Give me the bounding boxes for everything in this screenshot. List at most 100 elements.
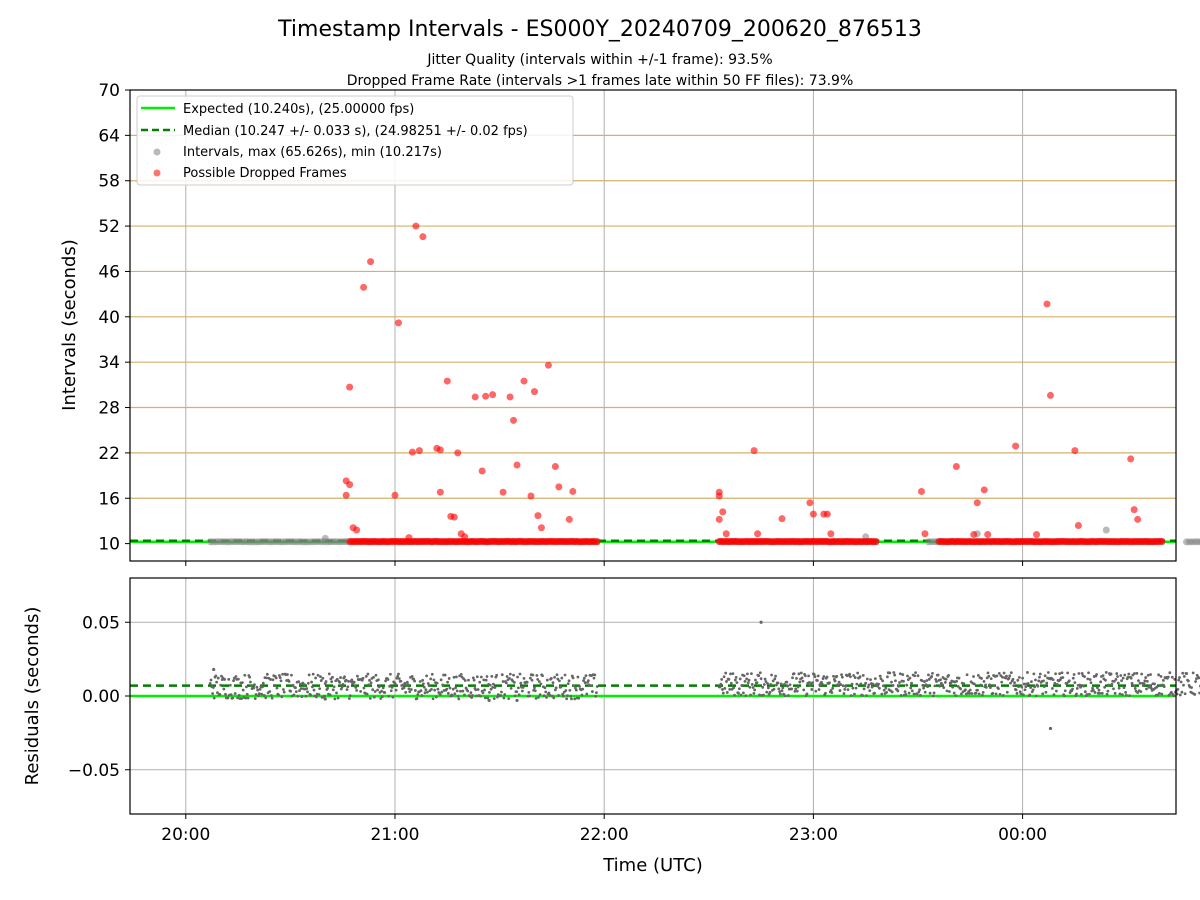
- residual-point: [901, 673, 905, 676]
- residual-point: [491, 685, 495, 689]
- residual-point: [1137, 679, 1140, 683]
- residual-point: [1063, 694, 1066, 698]
- residual-point: [1191, 671, 1195, 675]
- residual-point: [940, 683, 944, 686]
- residual-point: [919, 693, 922, 697]
- residual-point: [1005, 674, 1008, 678]
- residual-point: [1148, 684, 1152, 688]
- residual-point: [240, 697, 243, 700]
- residual-point: [977, 692, 981, 696]
- residual-point: [814, 689, 818, 693]
- residual-point: [898, 672, 902, 676]
- residual-point: [1026, 671, 1029, 674]
- residual-point: [723, 687, 727, 690]
- residual-point: [1101, 674, 1105, 678]
- residual-point: [1107, 683, 1111, 687]
- residual-point: [264, 696, 268, 700]
- dropped-frame-point: [520, 377, 528, 385]
- residual-point: [1054, 672, 1057, 676]
- residual-point: [257, 692, 261, 696]
- residual-point: [253, 683, 256, 687]
- residual-point: [359, 690, 363, 693]
- residual-point: [309, 693, 313, 697]
- residual-point: [856, 671, 860, 675]
- residual-point: [1083, 690, 1087, 694]
- residual-point: [314, 676, 318, 680]
- residual-point: [323, 694, 326, 698]
- legend-intervals-swatch: [153, 148, 161, 156]
- residual-point: [331, 675, 334, 679]
- residual-point: [336, 696, 340, 700]
- residual-point: [979, 683, 983, 687]
- residual-point: [1158, 683, 1162, 687]
- residual-point: [1178, 693, 1182, 697]
- residual-point: [1119, 674, 1123, 677]
- residual-point: [516, 675, 519, 679]
- x-axis-label: Time (UTC): [602, 855, 703, 876]
- residual-point: [527, 691, 531, 694]
- residual-point: [365, 692, 369, 696]
- residual-point: [866, 685, 870, 689]
- residual-point: [1190, 686, 1193, 689]
- residual-point: [1012, 684, 1016, 688]
- residual-point: [331, 688, 335, 692]
- residual-point: [562, 694, 565, 698]
- residual-point: [1051, 678, 1055, 682]
- residual-point: [403, 681, 407, 685]
- residual-point: [1143, 679, 1147, 683]
- top-ytick-label: 10: [98, 535, 120, 555]
- residual-point: [745, 677, 749, 681]
- dropped-frame-point: [809, 510, 817, 518]
- residual-point: [486, 696, 490, 700]
- residual-point: [1129, 676, 1133, 680]
- residual-point: [836, 683, 840, 687]
- residual-point: [576, 675, 580, 679]
- residual-point: [1071, 676, 1075, 680]
- residual-point: [361, 676, 365, 680]
- residual-point: [518, 672, 522, 676]
- residual-point: [236, 696, 239, 700]
- dropped-frame-point: [750, 447, 758, 455]
- residual-point: [1197, 676, 1200, 680]
- residual-point: [237, 693, 241, 697]
- residual-point: [1126, 675, 1130, 679]
- top-ytick-label: 70: [98, 81, 120, 101]
- residual-point: [947, 690, 951, 693]
- legend-dropped-label: Possible Dropped Frames: [183, 166, 347, 181]
- residual-point: [515, 690, 519, 694]
- residual-point: [989, 677, 993, 681]
- residual-point: [1140, 672, 1144, 676]
- residual-point: [922, 686, 926, 690]
- residual-point: [718, 685, 722, 689]
- residual-point: [280, 695, 284, 699]
- residual-point: [389, 672, 392, 676]
- residual-point: [1045, 681, 1049, 685]
- residual-point: [268, 690, 272, 693]
- dropped-frame-point: [806, 499, 814, 507]
- residual-point: [1009, 681, 1012, 685]
- residual-point: [811, 681, 814, 685]
- residual-point: [500, 690, 503, 694]
- dropped-frame-point: [555, 483, 563, 491]
- residual-point: [1023, 688, 1027, 692]
- residual-point: [493, 686, 497, 689]
- residual-point: [841, 684, 845, 688]
- residual-point: [1185, 672, 1189, 675]
- residual-point: [340, 685, 344, 689]
- dropped-frame-point: [534, 512, 542, 520]
- residual-point: [326, 686, 330, 690]
- residual-point: [1093, 691, 1097, 694]
- residual-point: [516, 686, 520, 690]
- residual-point: [964, 688, 967, 692]
- residual-point: [456, 694, 460, 698]
- residual-point: [864, 681, 868, 685]
- residual-point: [905, 683, 909, 687]
- residual-point: [430, 672, 434, 676]
- residual-point: [367, 683, 371, 687]
- residual-point: [759, 677, 763, 681]
- residual-point: [779, 682, 783, 686]
- residual-point: [890, 690, 894, 694]
- residual-point: [989, 686, 992, 690]
- residual-point: [436, 687, 440, 691]
- residual-point: [586, 679, 590, 683]
